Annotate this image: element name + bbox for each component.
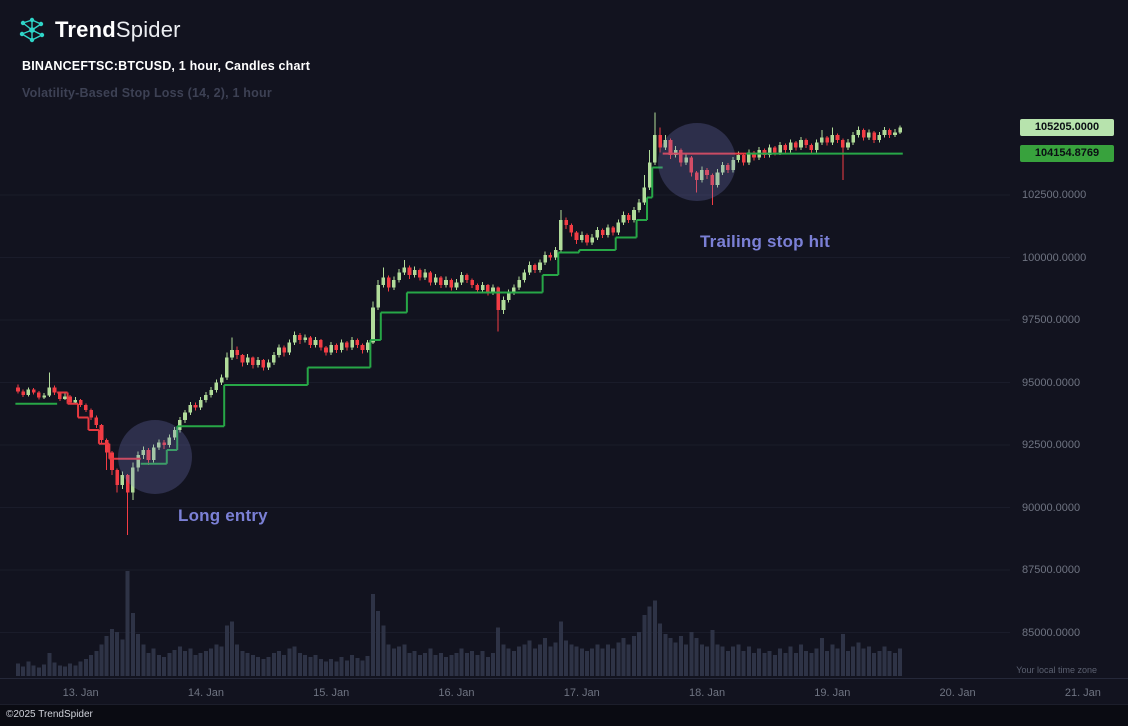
- candlesticks: [16, 112, 902, 535]
- volume-bars: [16, 571, 903, 676]
- brand-trend: Trend: [55, 17, 116, 42]
- price-axis-label: 95000.0000: [1022, 376, 1081, 389]
- stop-loss-line: [15, 152, 903, 465]
- timezone-note: Your local time zone: [1016, 665, 1097, 675]
- footer-bar: ©2025 TrendSpider: [0, 704, 1128, 726]
- time-axis-label: 14. Jan: [187, 687, 224, 699]
- price-axis-label: 90000.0000: [1022, 501, 1081, 514]
- brand-spider: Spider: [115, 17, 181, 42]
- last-price-badge: 105205.0000: [1020, 118, 1114, 136]
- time-axis-label: 16. Jan: [438, 687, 475, 699]
- time-axis-label: 15. Jan: [313, 687, 350, 699]
- brand-wordmark: TrendSpider: [55, 17, 181, 43]
- trendspider-logo-icon: [19, 17, 45, 43]
- price-axis-label: 87500.0000: [1022, 564, 1081, 576]
- time-axis-label: 17. Jan: [563, 687, 600, 699]
- time-axis-separator: [0, 678, 1128, 679]
- indicator-title: Volatility-Based Stop Loss (14, 2), 1 ho…: [22, 86, 272, 100]
- highlight-circles[interactable]: [118, 123, 736, 494]
- price-axis-label: 85000.0000: [1022, 626, 1081, 639]
- time-axis-label: 18. Jan: [688, 687, 726, 699]
- price-axis-label: 92500.0000: [1022, 439, 1081, 451]
- price-axis-label: 100000.0000: [1022, 251, 1087, 264]
- time-axis-label: 20. Jan: [939, 687, 976, 699]
- trendspider-logo: TrendSpider: [18, 16, 181, 44]
- price-axis-label: 102500.0000: [1022, 189, 1087, 201]
- copyright-text: ©2025 TrendSpider: [6, 709, 93, 720]
- gridlines: [0, 194, 1010, 633]
- price-axis-label: 97500.0000: [1022, 314, 1081, 326]
- time-axis-label: 19. Jan: [814, 687, 851, 699]
- price-axis[interactable]: [1008, 0, 1128, 678]
- annotation-long-entry[interactable]: Long entry: [178, 506, 268, 525]
- stop-loss-value-badge: 104154.8769: [1020, 145, 1114, 163]
- time-axis-label: 21. Jan: [1064, 687, 1101, 699]
- time-axis-label: 13. Jan: [62, 687, 99, 699]
- chart-symbol-title: BINANCEFTSC:BTCUSD, 1 hour, Candles char…: [22, 59, 311, 73]
- annotation-trailing-stop-hit[interactable]: Trailing stop hit: [700, 232, 830, 251]
